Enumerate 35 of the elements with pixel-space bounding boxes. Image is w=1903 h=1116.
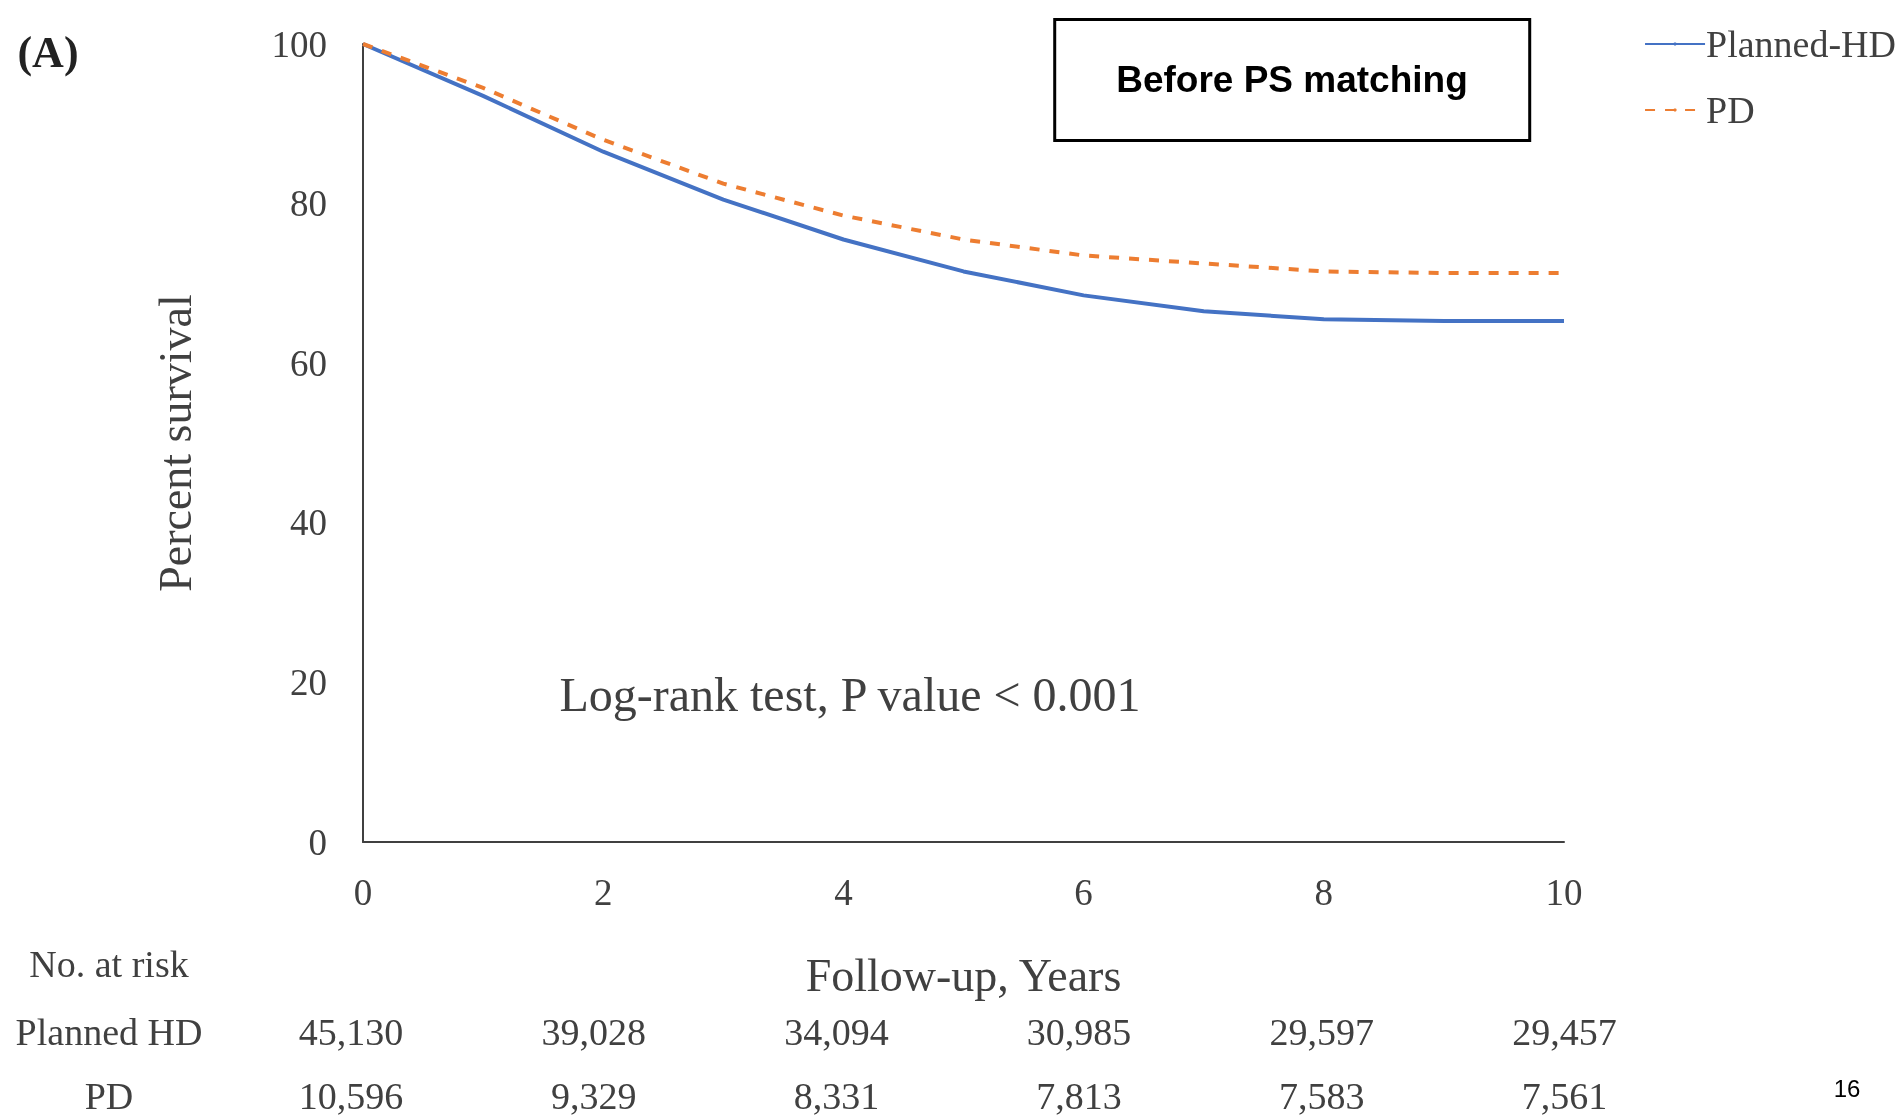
label-frame: Before PS matching xyxy=(1053,18,1531,142)
x-tick-label: 6 xyxy=(1074,872,1093,913)
text: 16 xyxy=(1833,1075,1861,1103)
y-tick-label: 100 xyxy=(271,23,327,65)
text: 9,329 xyxy=(550,1074,637,1116)
text: PD xyxy=(84,1074,134,1116)
x-tick-label: 4 xyxy=(834,872,853,913)
text: Planned HD xyxy=(15,1010,203,1054)
text: 39,028 xyxy=(541,1010,646,1054)
text: 34,094 xyxy=(784,1010,889,1054)
y-tick-label: 20 xyxy=(290,661,327,703)
text: 30,985 xyxy=(1026,1010,1132,1054)
y-tick-label: 0 xyxy=(308,821,327,863)
y-axis-title: Percent survival xyxy=(149,294,201,592)
text: 29,457 xyxy=(1512,1010,1617,1054)
text: 8,331 xyxy=(793,1074,880,1116)
y-tick-label: 60 xyxy=(290,342,327,384)
x-tick-label: 10 xyxy=(1545,872,1583,913)
text: 10,596 xyxy=(298,1074,404,1116)
legend-label: Planned-HD xyxy=(1706,23,1897,65)
text: 7,561 xyxy=(1521,1074,1608,1116)
x-axis-title: Follow-up, Years xyxy=(805,949,1122,1001)
text: (A) xyxy=(17,26,79,78)
text: 7,583 xyxy=(1279,1074,1365,1116)
text: 45,130 xyxy=(298,1010,404,1054)
x-tick-label: 0 xyxy=(353,872,373,913)
y-tick-label: 40 xyxy=(290,502,327,544)
legend-label: PD xyxy=(1706,89,1755,131)
y-tick-label: 80 xyxy=(290,183,327,225)
text: No. at risk xyxy=(29,942,189,986)
annotation: Log-rank test, P value < 0.001 xyxy=(559,666,1141,722)
x-tick-label: 8 xyxy=(1314,872,1334,913)
text: 7,813 xyxy=(1036,1074,1122,1116)
x-tick-label: 2 xyxy=(593,872,613,913)
text: 29,597 xyxy=(1269,1010,1375,1054)
